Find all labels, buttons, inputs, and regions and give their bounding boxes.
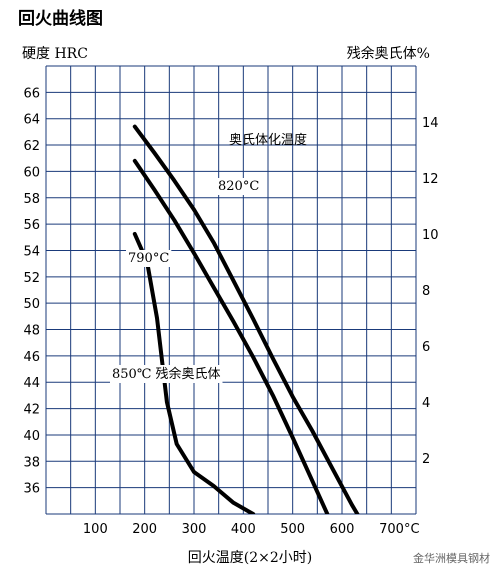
watermark-text: 金华洲模具钢材 bbox=[413, 551, 490, 565]
y-tick-label: 58 bbox=[23, 192, 40, 207]
y-tick-label: 66 bbox=[23, 86, 40, 101]
y2-axis-label: 残余奥氏体% bbox=[347, 45, 430, 62]
chart-title: 回火曲线图 bbox=[18, 8, 103, 29]
x-tick-label: 200 bbox=[132, 522, 157, 537]
y-tick-label: 60 bbox=[23, 165, 40, 180]
x-axis-label: 回火温度(2×2小时) bbox=[188, 550, 312, 566]
y2-tick-label: 10 bbox=[422, 228, 439, 243]
annotation-header: 奥氏体化温度 bbox=[229, 132, 307, 148]
y-tick-label: 56 bbox=[23, 218, 40, 233]
tick-labels: 100 200 300 400 500 600 700°C36384042444648505… bbox=[23, 86, 438, 537]
x-tick-label: 700°C bbox=[379, 522, 419, 537]
y-tick-label: 46 bbox=[23, 350, 40, 365]
series-labels: 820°C 790°C 850℃ 残余奥氏体 bbox=[110, 178, 262, 383]
series-line-1 bbox=[132, 158, 330, 514]
y-tick-label: 38 bbox=[23, 455, 40, 470]
y2-tick-label: 12 bbox=[422, 172, 439, 187]
y2-tick-label: 8 bbox=[422, 284, 430, 299]
y-tick-label: 44 bbox=[23, 376, 40, 391]
y-tick-label: 40 bbox=[23, 429, 40, 444]
series-line-2 bbox=[132, 232, 256, 514]
series-label: 790°C bbox=[128, 251, 169, 266]
series-label-background bbox=[216, 178, 262, 195]
x-tick-label: 400 bbox=[231, 522, 256, 537]
series-label-background bbox=[110, 365, 223, 383]
series-label: 820°C bbox=[218, 179, 259, 194]
y-tick-label: 42 bbox=[23, 403, 40, 418]
series-line-0 bbox=[132, 124, 360, 514]
y-tick-label: 62 bbox=[23, 139, 40, 154]
grid bbox=[45, 65, 417, 515]
y2-tick-label: 6 bbox=[422, 340, 430, 355]
y-tick-label: 64 bbox=[23, 113, 40, 128]
y-tick-label: 50 bbox=[23, 297, 40, 312]
y-axis-label: 硬度 HRC bbox=[22, 46, 88, 62]
x-tick-label: 300 bbox=[182, 522, 207, 537]
x-tick-label: 500 bbox=[280, 522, 305, 537]
x-tick-label: 100 bbox=[83, 522, 108, 537]
y-tick-label: 48 bbox=[23, 324, 40, 339]
y-tick-label: 54 bbox=[23, 244, 40, 259]
series-lines bbox=[132, 124, 360, 514]
y2-tick-label: 4 bbox=[422, 396, 430, 411]
y2-tick-label: 2 bbox=[422, 452, 430, 467]
series-label-background bbox=[126, 250, 172, 267]
y-tick-label: 36 bbox=[23, 482, 40, 497]
x-tick-label: 600 bbox=[330, 522, 355, 537]
y2-tick-label: 14 bbox=[422, 116, 439, 131]
y-tick-label: 52 bbox=[23, 271, 40, 286]
series-label: 850℃ 残余奥氏体 bbox=[112, 366, 221, 382]
